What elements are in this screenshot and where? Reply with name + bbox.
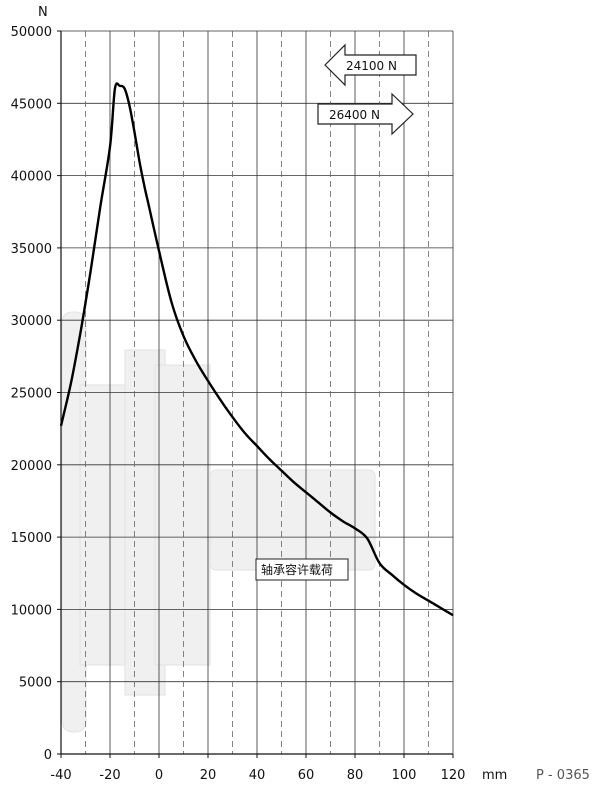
- x-tick-label: -40: [50, 768, 71, 783]
- x-tick-label: 0: [155, 768, 163, 783]
- y-tick-label: 25000: [11, 387, 52, 402]
- x-tick-label: -20: [99, 768, 120, 783]
- background-housing: [154, 364, 211, 666]
- y-tick-label: 10000: [11, 603, 52, 618]
- y-tick-label: 20000: [11, 459, 52, 474]
- curve-label-text: 轴承容许载荷: [261, 562, 333, 577]
- background-shaft: [209, 469, 376, 571]
- series-line: [59, 82, 454, 617]
- x-tick-label: 20: [200, 768, 217, 783]
- y-axis-label: N: [38, 5, 48, 20]
- left-arrow-label: 24100 N: [346, 59, 397, 73]
- curve-label: 轴承容许载荷: [255, 558, 349, 581]
- right-arrow: 26400 N: [317, 92, 414, 136]
- series-layer: [59, 82, 454, 617]
- axes: [57, 30, 454, 758]
- x-tick-label: 40: [249, 768, 266, 783]
- curve-label-box: [255, 558, 349, 581]
- x-tick-label: 120: [441, 768, 466, 783]
- left-arrow-shape: [324, 43, 417, 87]
- y-tick-label: 0: [44, 748, 52, 763]
- tick-labels: -40 -20 0 20 40 60 80 100 120 0 5000 10000 15000 2000…: [11, 25, 466, 783]
- y-tick-label: 5000: [19, 676, 52, 691]
- y-tick-label: 40000: [11, 170, 52, 185]
- x-tick-label: 80: [347, 768, 364, 783]
- x-tick-label: 60: [298, 768, 315, 783]
- y-tick-label: 30000: [11, 314, 52, 329]
- y-tick-label: 35000: [11, 242, 52, 257]
- y-tick-label: 50000: [11, 25, 52, 40]
- y-tick-label: 45000: [11, 97, 52, 112]
- reference-code: P - 0365: [536, 768, 590, 783]
- left-arrow: 24100 N: [324, 43, 417, 87]
- right-arrow-label: 26400 N: [329, 108, 380, 122]
- background-product-silhouette: [61, 311, 376, 733]
- y-tick-label: 15000: [11, 531, 52, 546]
- x-tick-label: 100: [392, 768, 417, 783]
- x-axis-label: mm: [482, 768, 507, 783]
- right-arrow-shape: [317, 92, 414, 136]
